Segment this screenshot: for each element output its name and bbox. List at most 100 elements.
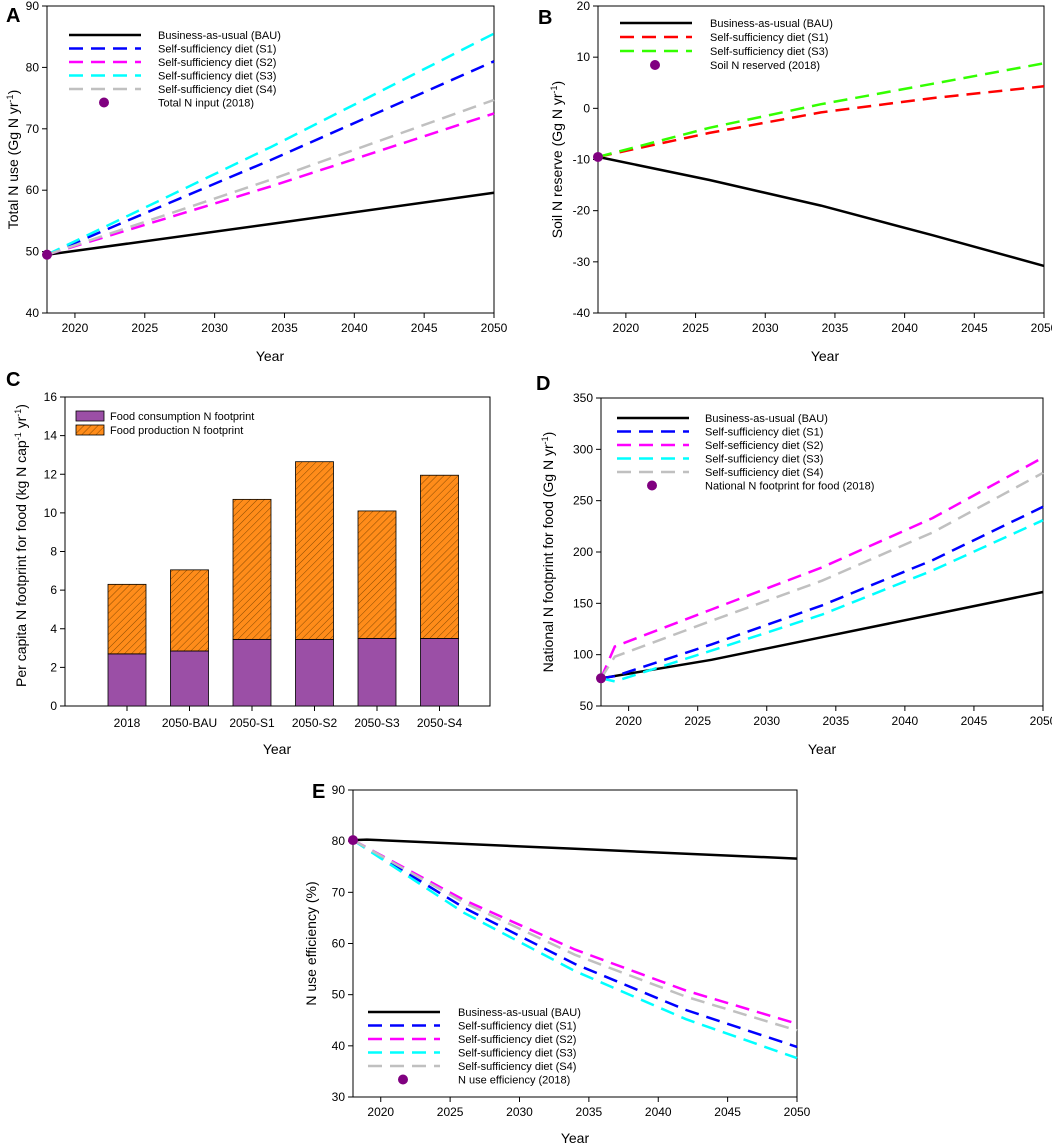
bar-consumption bbox=[170, 650, 209, 707]
legend-label: Self-sufficiency diet (S4) bbox=[458, 1061, 576, 1073]
panel-letter: B bbox=[538, 7, 552, 29]
x-tick-label: 2050 bbox=[784, 1105, 811, 1119]
x-tick-label: 2018 bbox=[114, 716, 141, 730]
legend-label: Business-as-usual (BAU) bbox=[458, 1007, 581, 1019]
y-tick-label: 0 bbox=[583, 101, 590, 115]
y-tick-label: 40 bbox=[26, 306, 40, 320]
bar-consumption bbox=[420, 638, 459, 707]
y-tick-label: -10 bbox=[573, 153, 591, 167]
x-tick-label: 2030 bbox=[753, 714, 780, 728]
y-tick-label: 60 bbox=[26, 183, 40, 197]
y-axis-title-part: N use efficiency (%) bbox=[303, 881, 319, 1005]
y-tick-label: 250 bbox=[573, 494, 593, 508]
series-line-s2 bbox=[599, 456, 1044, 679]
x-tick-label: 2050-S3 bbox=[354, 716, 400, 730]
y-tick-label: 14 bbox=[44, 429, 58, 443]
legend-label: Business-as-usual (BAU) bbox=[158, 30, 281, 42]
series-line-s2 bbox=[46, 112, 495, 256]
x-tick-label: 2045 bbox=[714, 1105, 741, 1119]
bar-consumption bbox=[357, 638, 397, 707]
y-tick-label: 60 bbox=[332, 937, 346, 951]
plot-frame bbox=[46, 5, 495, 314]
series-line-s4 bbox=[46, 98, 495, 256]
series-line-bau bbox=[352, 838, 798, 860]
y-tick-label: 90 bbox=[26, 0, 40, 13]
y-tick-label: -30 bbox=[573, 255, 591, 269]
data-point-2018 bbox=[348, 835, 358, 846]
y-tick-label: 2 bbox=[50, 660, 57, 674]
legend-label: National N footprint for food (2018) bbox=[705, 481, 874, 493]
y-axis-title: National N footprint for food (Gg N yr-1… bbox=[540, 432, 556, 673]
panel-letter: C bbox=[6, 369, 20, 391]
legend-label: Self-sufficiency diet (S1) bbox=[705, 427, 823, 439]
x-tick-label: 2035 bbox=[576, 1105, 603, 1119]
y-axis-title-part: ) bbox=[549, 81, 565, 86]
legend-label: Business-as-usual (BAU) bbox=[705, 413, 828, 425]
y-axis-title: N use efficiency (%) bbox=[303, 881, 319, 1005]
y-axis-title-part: -1 bbox=[549, 85, 559, 93]
x-tick-label: 2040 bbox=[645, 1105, 672, 1119]
series-line-s1_red bbox=[597, 85, 1045, 159]
legend-label: Self-sufficiency diet (S2) bbox=[458, 1034, 576, 1046]
x-tick-label: 2050 bbox=[1031, 321, 1052, 335]
bar-production bbox=[232, 498, 272, 640]
y-tick-label: 4 bbox=[50, 622, 57, 636]
x-tick-label: 2020 bbox=[367, 1105, 394, 1119]
y-tick-label: 100 bbox=[573, 648, 593, 662]
series-line-s1 bbox=[352, 839, 798, 1049]
y-tick-label: 80 bbox=[332, 834, 346, 848]
y-tick-label: 8 bbox=[50, 545, 57, 559]
legend-label: Self-sufficiency diet (S3) bbox=[158, 71, 276, 83]
x-tick-label: 2025 bbox=[131, 321, 158, 335]
bar-production bbox=[295, 461, 334, 640]
y-axis-title-part: -1 bbox=[5, 94, 15, 102]
series-line-s3 bbox=[352, 839, 798, 1060]
panel-c: C 0 2 4 6 8 10 12 14 16 2018 2050-BAU 2050-S1 2050-S2… bbox=[6, 369, 491, 757]
x-tick-label: 2035 bbox=[822, 714, 849, 728]
y-axis-title-part: Total N use (Gg N yr bbox=[5, 102, 21, 229]
y-tick-label: 70 bbox=[332, 885, 346, 899]
y-tick-label: -40 bbox=[573, 306, 591, 320]
y-tick-label: 12 bbox=[44, 467, 58, 481]
x-tick-label: 2020 bbox=[613, 321, 640, 335]
legend-label: Self-sufficiency diet (S3) bbox=[705, 454, 823, 466]
panel-letter: E bbox=[312, 781, 325, 803]
legend-label: N use efficiency (2018) bbox=[458, 1075, 570, 1087]
x-tick-label: 2050-BAU bbox=[162, 716, 217, 730]
legend-label: Self-sufficiency diet (S3) bbox=[458, 1048, 576, 1060]
x-tick-label: 2040 bbox=[891, 321, 918, 335]
y-axis-title-part: ) bbox=[540, 432, 556, 437]
y-tick-label: 350 bbox=[573, 391, 593, 405]
y-tick-label: 30 bbox=[332, 1090, 346, 1104]
series-line-s1 bbox=[600, 505, 1044, 680]
y-axis-title-part: Soil N reserve (Gg N yr bbox=[549, 93, 565, 238]
x-tick-label: 2025 bbox=[682, 321, 709, 335]
y-tick-label: 70 bbox=[26, 122, 40, 136]
series-line-bau bbox=[46, 191, 495, 256]
y-tick-label: -20 bbox=[573, 204, 591, 218]
x-tick-label: 2035 bbox=[822, 321, 849, 335]
panel-e: E 2020 2025 2030 2035 2040 2045 2050 30 40 50 60 70 8… bbox=[303, 781, 811, 1146]
legend-swatch-consumption bbox=[75, 410, 105, 422]
bar-production bbox=[420, 474, 459, 639]
y-axis-title-part: yr bbox=[13, 416, 29, 432]
y-tick-label: 200 bbox=[573, 545, 593, 559]
y-axis-title: Soil N reserve (Gg N yr-1) bbox=[549, 81, 565, 238]
legend-marker-2018 bbox=[398, 1074, 408, 1085]
x-tick-label: 2025 bbox=[684, 714, 711, 728]
legend-label: Self-sufficiency diet (S2) bbox=[158, 57, 276, 69]
y-tick-label: 300 bbox=[573, 442, 593, 456]
data-point-2018 bbox=[593, 151, 603, 162]
y-axis-title-part: National N footprint for food (Gg N yr bbox=[540, 444, 556, 672]
series-line-s3 bbox=[600, 519, 1044, 683]
data-point-2018 bbox=[42, 249, 52, 260]
legend-label: Self-sefficiency diet (S2) bbox=[705, 440, 823, 452]
series-line-s3 bbox=[46, 32, 495, 256]
legend-label: Self-sufficiency diet (S1) bbox=[458, 1021, 576, 1033]
series-line-bau bbox=[597, 155, 1045, 268]
legend-swatch-production bbox=[75, 424, 105, 436]
y-tick-label: 10 bbox=[44, 506, 58, 520]
series-line-s1 bbox=[46, 60, 495, 256]
x-tick-label: 2045 bbox=[961, 714, 988, 728]
